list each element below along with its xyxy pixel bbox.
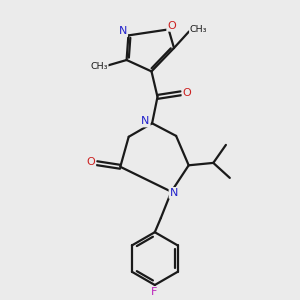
Text: N: N (141, 116, 150, 127)
Text: O: O (167, 21, 176, 31)
Text: O: O (182, 88, 191, 98)
Text: CH₃: CH₃ (90, 62, 108, 71)
Text: O: O (86, 157, 95, 167)
Text: CH₃: CH₃ (190, 25, 207, 34)
Text: N: N (169, 188, 178, 198)
Text: F: F (150, 287, 157, 297)
Text: N: N (119, 26, 127, 36)
